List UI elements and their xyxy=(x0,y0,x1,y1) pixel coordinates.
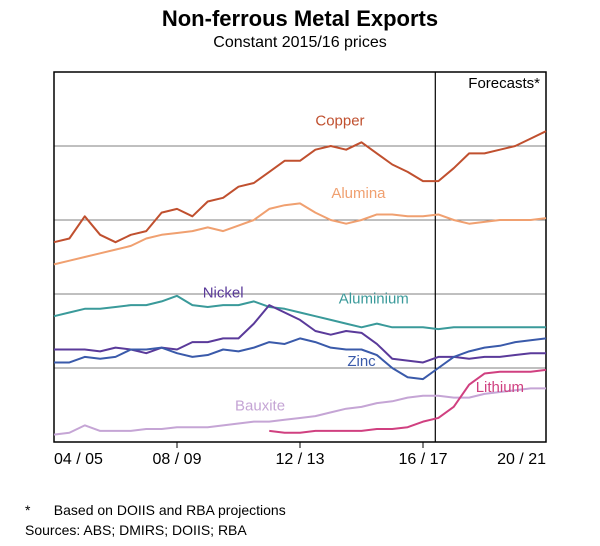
svg-text:16 / 17: 16 / 17 xyxy=(399,451,448,468)
chart-area: 002244668804 / 0508 / 0912 / 1316 / 1720… xyxy=(50,60,550,470)
chart-svg: 002244668804 / 0508 / 0912 / 1316 / 1720… xyxy=(50,60,550,470)
svg-text:Aluminium: Aluminium xyxy=(339,290,409,307)
svg-text:Zinc: Zinc xyxy=(347,353,376,370)
svg-text:Copper: Copper xyxy=(315,113,364,130)
svg-text:Bauxite: Bauxite xyxy=(235,398,285,415)
svg-text:Nickel: Nickel xyxy=(203,285,244,302)
footnote-text: Based on DOIIS and RBA projections xyxy=(54,502,286,518)
svg-text:08 / 09: 08 / 09 xyxy=(153,451,202,468)
svg-text:20 / 21: 20 / 21 xyxy=(497,451,546,468)
sources: Sources: ABS; DMIRS; DOIIS; RBA xyxy=(25,522,247,538)
svg-text:Lithium: Lithium xyxy=(476,379,524,396)
chart-subtitle: Constant 2015/16 prices xyxy=(0,34,600,52)
chart-title: Non-ferrous Metal Exports xyxy=(0,0,600,32)
svg-text:12 / 13: 12 / 13 xyxy=(276,451,325,468)
svg-text:Alumina: Alumina xyxy=(331,185,386,202)
chart-container: Non-ferrous Metal Exports Constant 2015/… xyxy=(0,0,600,546)
svg-text:04 / 05: 04 / 05 xyxy=(54,451,103,468)
footnote: * Based on DOIIS and RBA projections xyxy=(25,502,286,518)
footnote-marker: * xyxy=(25,502,30,518)
svg-text:Forecasts*: Forecasts* xyxy=(468,75,540,92)
